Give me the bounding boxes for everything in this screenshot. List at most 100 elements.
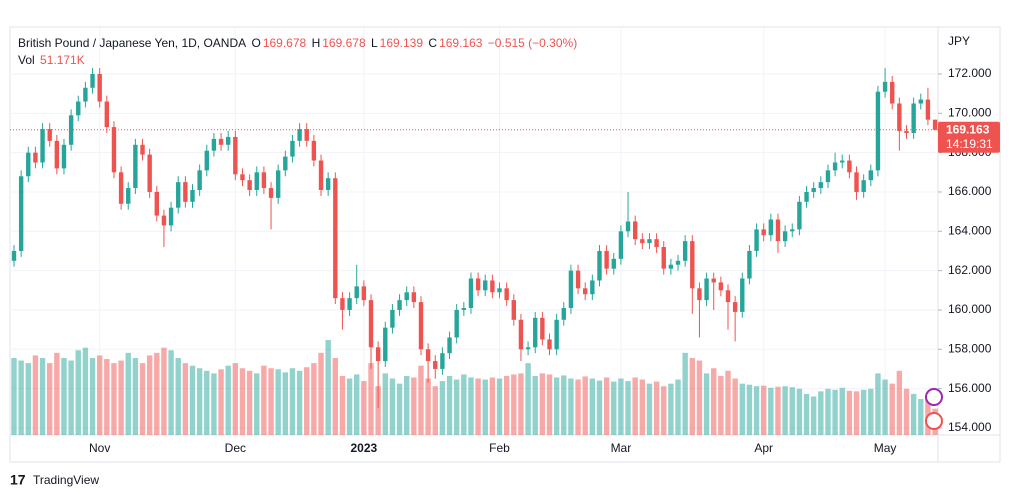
candle-body [604, 250, 609, 269]
candle-body [383, 327, 388, 362]
volume-bar [211, 373, 217, 435]
candle-body [661, 247, 666, 269]
volume-bar [432, 386, 438, 435]
volume-bar [161, 347, 167, 435]
candle-body [840, 160, 845, 163]
candle-body [625, 221, 631, 232]
volume-bar [332, 357, 338, 435]
candle-body [297, 129, 302, 141]
candle-body [761, 229, 766, 236]
volume-bar [725, 370, 731, 435]
volume-bar [718, 375, 724, 435]
candle-body [525, 347, 531, 350]
candle-body [775, 219, 781, 242]
y-tick-label: 160.000 [948, 302, 992, 316]
price-tag [938, 121, 1000, 153]
volume-bar [218, 369, 224, 435]
candle-body [847, 160, 852, 173]
volume-bar [468, 377, 474, 435]
volume-bar [518, 373, 524, 435]
candle-body [18, 176, 24, 251]
candle-body [811, 188, 816, 192]
volume-bar [853, 391, 860, 435]
countdown: 14:19:31 [946, 137, 993, 151]
volume-bar [661, 386, 667, 435]
candle-body [218, 138, 224, 145]
volume-bar [761, 385, 767, 435]
volume-bar [632, 377, 638, 435]
volume-bar [918, 399, 924, 435]
volume-bar [354, 374, 360, 435]
candle-body [911, 103, 916, 133]
candle-body [875, 91, 881, 171]
volume-bar [596, 380, 603, 435]
candle-body [682, 241, 688, 261]
x-tick-label: Dec [225, 441, 246, 455]
ohlc-letter: L [370, 36, 378, 50]
candle-body [575, 270, 581, 289]
candle-body [311, 140, 317, 161]
candle-body [675, 260, 681, 265]
volume-bar [453, 379, 460, 435]
volume-bar [796, 388, 803, 435]
candle-body [547, 339, 552, 350]
volume-bar [325, 340, 331, 435]
candle-body [832, 162, 838, 171]
volume-bar [411, 377, 417, 435]
candle-body [718, 282, 724, 291]
candle-body [340, 298, 345, 310]
volume-bar [375, 386, 381, 435]
candle-body [425, 349, 431, 362]
symbol[interactable]: British Pound / Japanese Yen, 1D, OANDA [18, 36, 247, 50]
volume-bar [653, 381, 660, 435]
volume-bar [339, 375, 346, 435]
candle-body [133, 144, 138, 189]
candle-body [561, 307, 566, 320]
candle-body [554, 319, 559, 350]
volume-bar [589, 378, 596, 435]
candle-body [433, 361, 438, 369]
volume-bar [268, 368, 274, 435]
candle-body [468, 278, 474, 308]
candle-body [447, 337, 452, 354]
candle-body [918, 99, 923, 104]
candle-body [711, 278, 716, 283]
brand-logo[interactable]: 17 TradingView [10, 472, 99, 488]
y-tick-label: 164.000 [948, 223, 992, 237]
volume-bar [311, 363, 317, 435]
event-icon[interactable] [925, 412, 943, 430]
candle-body [190, 190, 195, 202]
candle-body [83, 87, 88, 102]
candle-body [268, 188, 274, 198]
candle-body [368, 300, 374, 348]
close-value: 169.163 [439, 36, 483, 50]
volume-bar [225, 365, 231, 435]
candle-body [611, 258, 616, 269]
event-icon[interactable] [925, 388, 943, 406]
volume-bar [11, 357, 17, 435]
ohlc-letter: O [251, 36, 261, 50]
candle-body [154, 191, 159, 216]
candle-body [568, 270, 574, 308]
volume-bar [482, 379, 488, 435]
candle-body [176, 182, 181, 208]
candle-body [318, 160, 324, 191]
volume-bar [475, 378, 481, 435]
candle-body [404, 292, 409, 301]
volume-bar [204, 370, 210, 435]
volume-bar [711, 368, 717, 435]
candle-body [54, 140, 60, 169]
volume-bar [803, 393, 810, 435]
candle-body [233, 136, 238, 175]
candle-body [197, 170, 202, 191]
candle-body [204, 150, 209, 171]
volume-bar [418, 365, 424, 435]
volume-bar [818, 391, 824, 435]
candle-body [275, 170, 281, 198]
candle-body [68, 115, 74, 145]
volume-bar [825, 388, 831, 435]
y-tick-label: 156.000 [948, 381, 992, 395]
volume-bar [868, 388, 874, 435]
volume-bar [603, 377, 610, 435]
